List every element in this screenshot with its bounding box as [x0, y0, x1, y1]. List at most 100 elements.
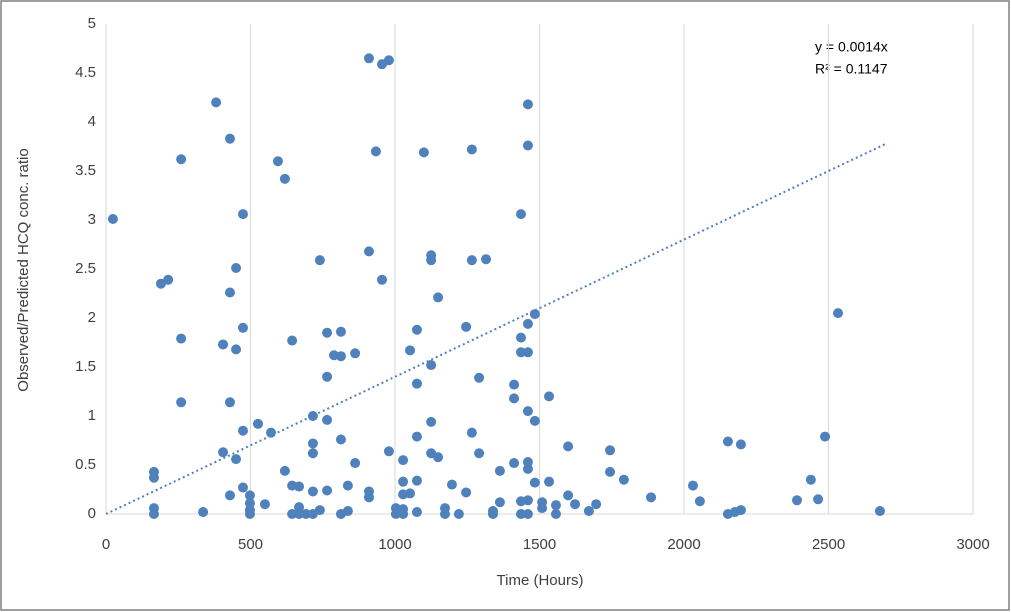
y-tick-label: 2.5	[75, 260, 96, 277]
x-axis-title: Time (Hours)	[497, 572, 584, 589]
data-point	[350, 458, 361, 469]
data-point	[287, 509, 298, 519]
y-tick-label: 2	[88, 309, 96, 326]
data-point	[307, 448, 318, 459]
data-point	[426, 255, 437, 266]
data-point	[211, 97, 222, 108]
data-point	[224, 133, 235, 144]
data-point	[294, 502, 305, 513]
data-point	[874, 506, 885, 517]
y-tick-label: 5	[88, 15, 96, 32]
x-tick-label: 2000	[667, 536, 700, 553]
data-point	[218, 447, 229, 458]
data-point	[231, 344, 242, 355]
data-point	[522, 99, 533, 110]
y-tick-label: 3	[88, 211, 96, 228]
data-point	[522, 463, 533, 474]
data-point	[522, 347, 533, 358]
data-point	[363, 53, 374, 64]
data-point	[509, 379, 520, 390]
data-point	[583, 506, 594, 517]
data-point	[439, 509, 450, 519]
data-point	[363, 246, 374, 257]
data-point	[231, 263, 242, 274]
data-point	[426, 416, 437, 427]
trendline	[105, 142, 887, 515]
y-tick-label: 4	[88, 113, 96, 130]
data-point	[307, 486, 318, 497]
data-point	[176, 397, 187, 408]
data-point	[509, 458, 520, 469]
data-point	[481, 254, 492, 265]
data-point	[253, 418, 264, 429]
x-tick-label: 1000	[378, 536, 411, 553]
data-point	[398, 509, 409, 519]
data-point	[618, 474, 629, 485]
data-point	[176, 333, 187, 344]
data-point	[148, 472, 159, 483]
data-point	[516, 509, 527, 519]
data-point	[350, 348, 361, 359]
data-point	[522, 318, 533, 329]
data-point	[418, 147, 429, 158]
data-point	[522, 140, 533, 151]
data-point	[398, 455, 409, 466]
y-tick-label: 4.5	[75, 64, 96, 81]
data-point	[300, 509, 311, 519]
data-point	[563, 490, 574, 501]
data-point	[322, 414, 333, 425]
data-point	[426, 360, 437, 371]
data-point	[272, 156, 283, 167]
data-point	[376, 274, 387, 285]
data-point	[411, 507, 422, 518]
data-point	[398, 476, 409, 487]
data-point	[605, 445, 616, 456]
data-point	[529, 477, 540, 488]
data-point	[687, 480, 698, 491]
data-point	[550, 500, 561, 511]
data-point	[461, 487, 472, 498]
trend-r-squared: R² = 0.1147	[815, 61, 888, 77]
data-point	[446, 479, 457, 490]
data-point	[411, 475, 422, 486]
data-point	[107, 214, 118, 225]
y-axis-title: Observed/Predicted HCQ conc. ratio	[15, 148, 32, 391]
data-point	[605, 466, 616, 477]
data-point	[529, 415, 540, 426]
data-point	[370, 146, 381, 157]
y-tick-label: 1.5	[75, 358, 96, 375]
data-point	[383, 55, 394, 66]
data-point	[307, 411, 318, 421]
data-point	[522, 509, 533, 519]
data-point	[148, 509, 159, 519]
data-point	[722, 436, 733, 447]
data-point	[466, 427, 477, 438]
data-point	[322, 485, 333, 496]
data-point	[646, 492, 657, 503]
data-point	[529, 309, 540, 320]
data-point	[544, 476, 555, 487]
data-point	[405, 488, 416, 499]
y-tick-label: 0	[88, 505, 96, 522]
data-point	[279, 173, 290, 184]
data-point	[820, 431, 831, 442]
data-point	[259, 499, 270, 510]
data-point	[544, 391, 555, 402]
data-point	[279, 465, 290, 476]
data-point	[411, 324, 422, 335]
data-point	[244, 490, 255, 501]
data-point	[563, 441, 574, 452]
data-point	[198, 507, 209, 518]
data-point	[466, 255, 477, 266]
x-tick-label: 500	[238, 536, 263, 553]
data-point	[363, 492, 374, 503]
data-point	[405, 345, 416, 356]
data-point	[791, 495, 802, 506]
data-point	[591, 499, 602, 510]
data-point	[537, 497, 548, 508]
data-point	[342, 480, 353, 491]
data-point	[550, 509, 561, 519]
data-point	[453, 509, 464, 519]
